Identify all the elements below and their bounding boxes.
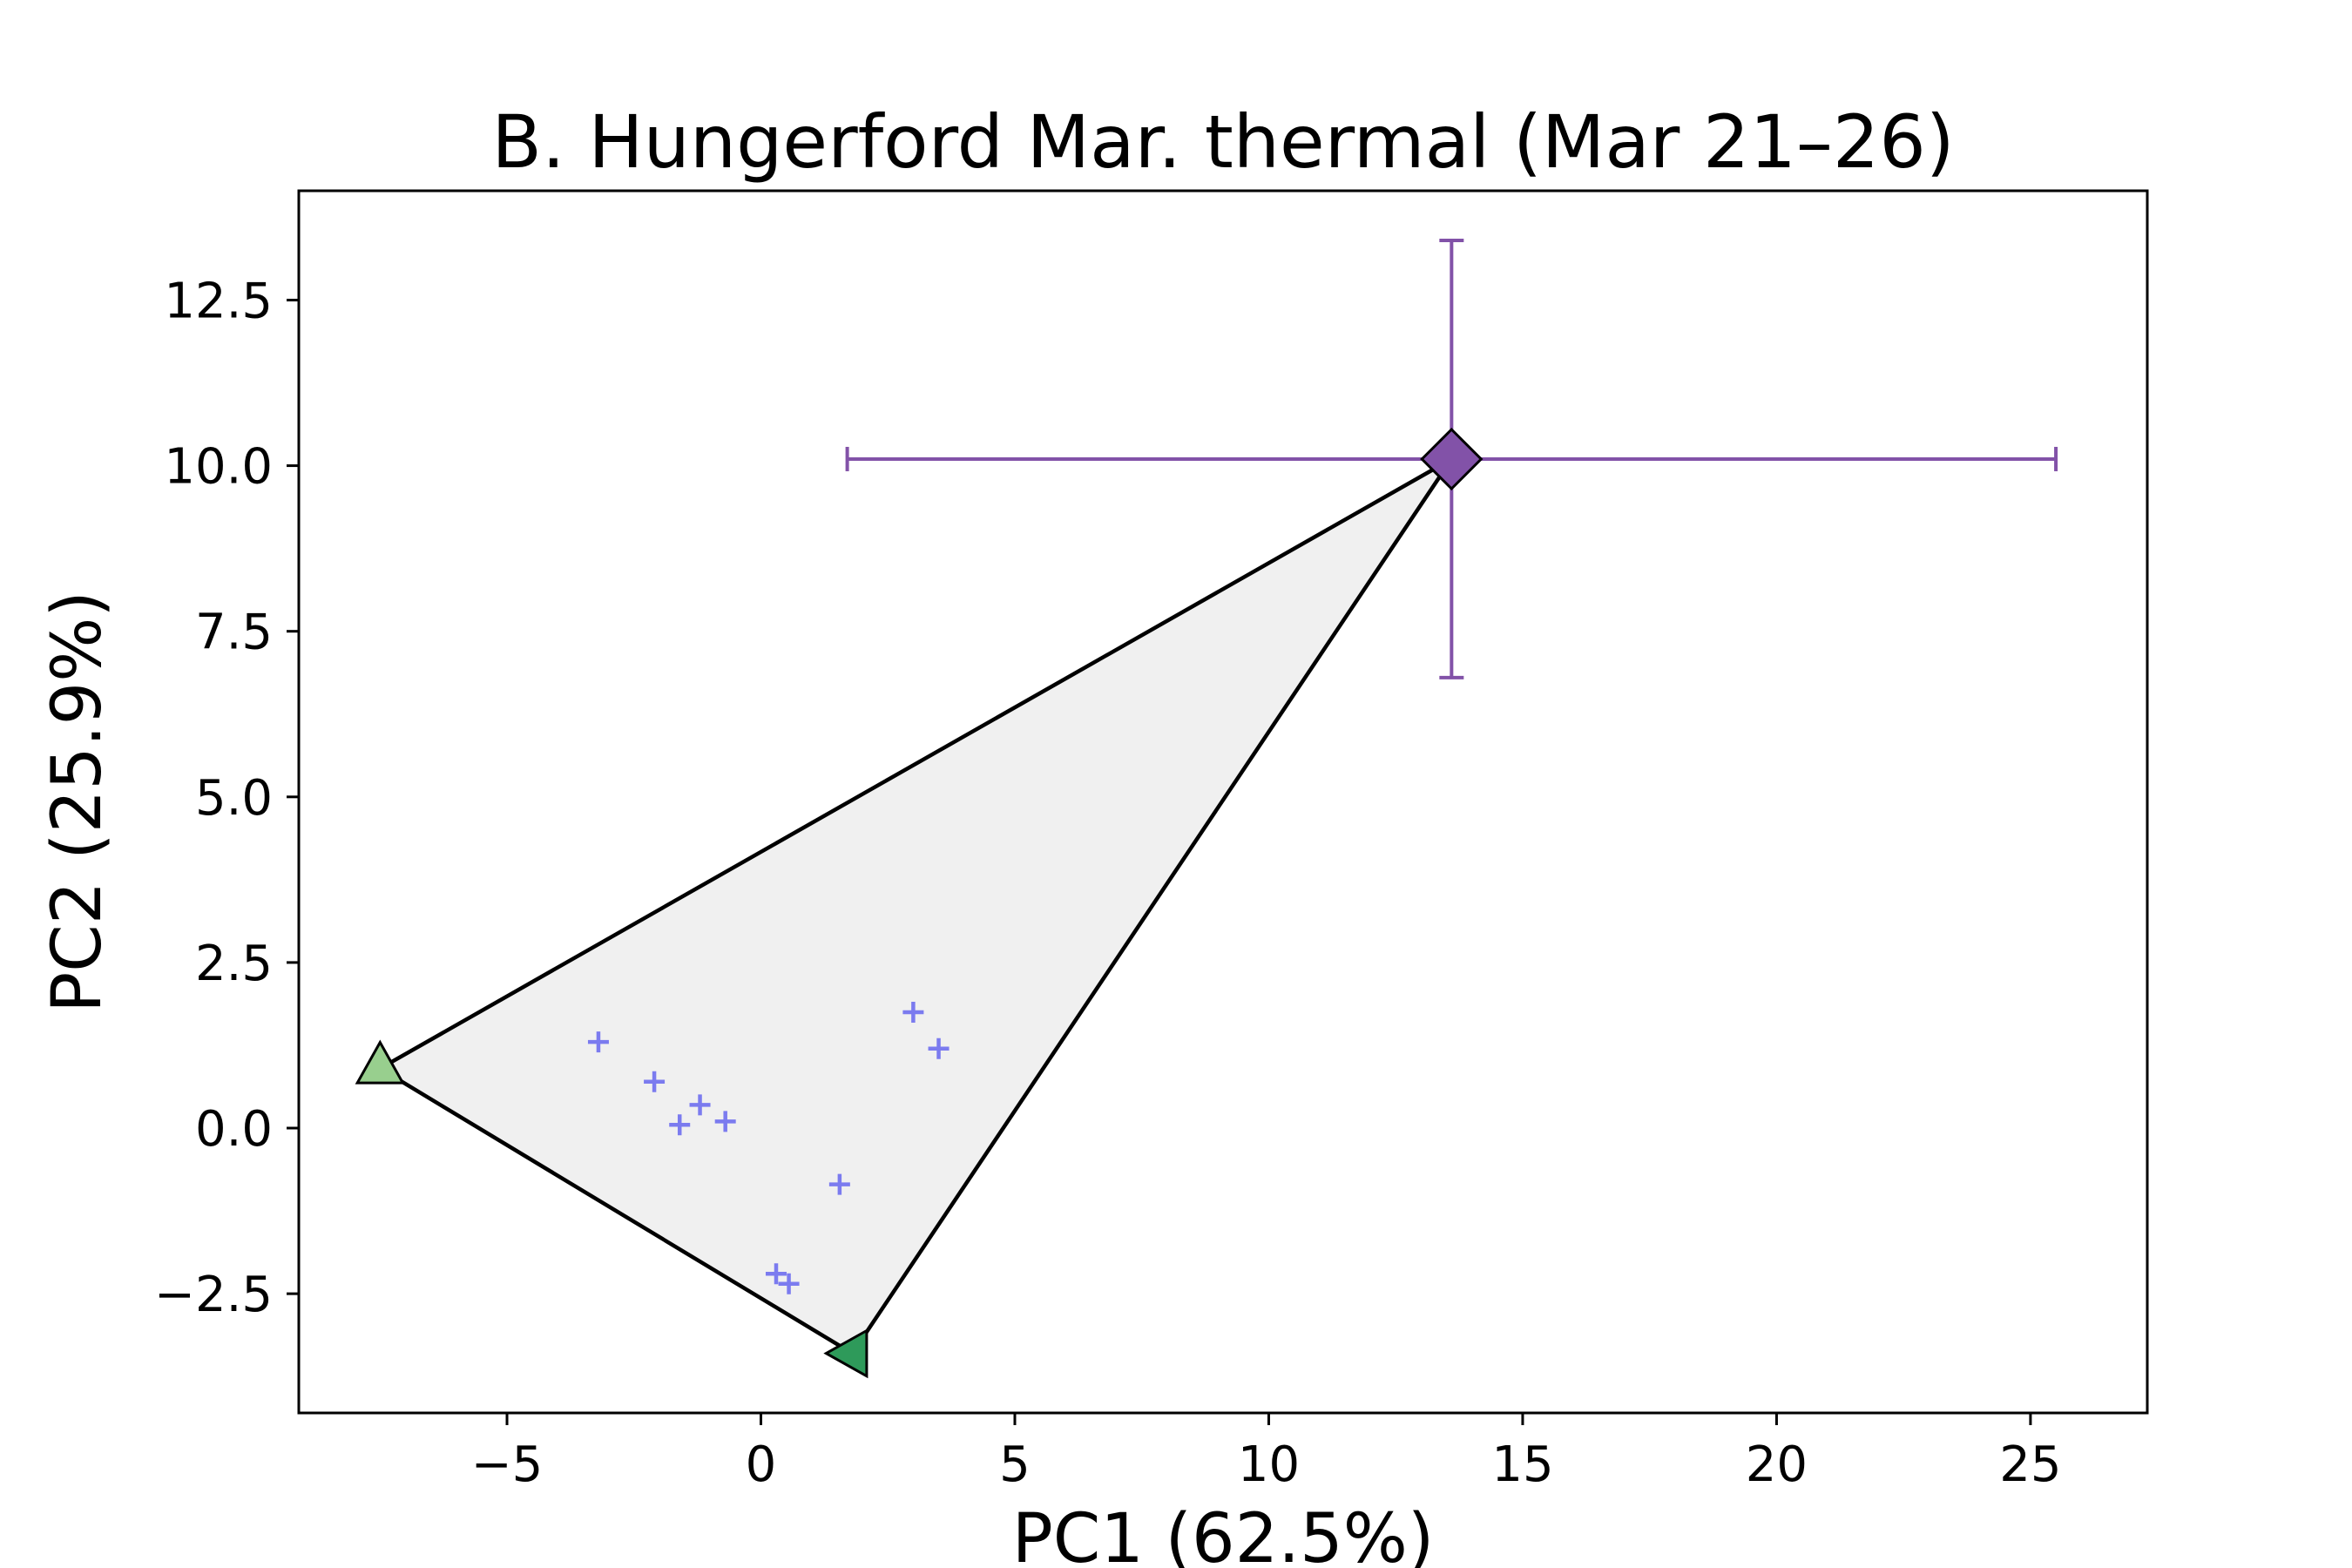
axes: −5 0 5 10 15 20 25 −2.5 0.0 2.5 5.0 7.5 10.0 12.5: [154, 273, 2062, 1493]
plot-area: [355, 239, 2058, 1379]
mixing-hull: [375, 457, 1454, 1356]
y-tick-label: 2.5: [195, 936, 273, 992]
sample-point: [644, 1071, 666, 1092]
sample-point: [828, 1173, 850, 1195]
x-axis-title: PC1 (62.5%): [1012, 1500, 1435, 1568]
x-tick-label: 10: [1238, 1436, 1300, 1493]
plot-frame: [297, 189, 2149, 1415]
y-tick-label: 12.5: [164, 273, 273, 329]
x-tick-label: −5: [471, 1436, 544, 1493]
x-tick-label: 0: [746, 1436, 777, 1493]
y-tick-label: −2.5: [154, 1267, 273, 1323]
x-tick-label: 20: [1746, 1436, 1808, 1493]
endmember-diamond: [1420, 427, 1484, 491]
chart-title: B. Hungerford Mar. thermal (Mar 21–26): [491, 99, 1954, 185]
sample-point: [689, 1094, 711, 1116]
endmember-triangle-left: [823, 1328, 868, 1379]
sample-point: [714, 1111, 736, 1132]
x-tick-label: 5: [999, 1436, 1031, 1493]
endmember-triangle-up: [355, 1039, 405, 1085]
y-axis-title: PC2 (25.9%): [38, 591, 117, 1013]
y-tick-label: 5.0: [195, 770, 273, 827]
sample-point: [765, 1263, 787, 1285]
y-tick-label: 0.0: [195, 1101, 273, 1158]
y-tick-label: 10.0: [164, 439, 273, 496]
sample-point: [778, 1273, 800, 1294]
sample-point: [902, 1001, 924, 1023]
x-tick-label: 15: [1491, 1436, 1553, 1493]
x-tick-label: 25: [1999, 1436, 2061, 1493]
sample-point: [669, 1114, 691, 1136]
sample-point: [928, 1037, 950, 1059]
sample-point: [587, 1031, 609, 1053]
y-tick-label: 7.5: [195, 605, 273, 661]
